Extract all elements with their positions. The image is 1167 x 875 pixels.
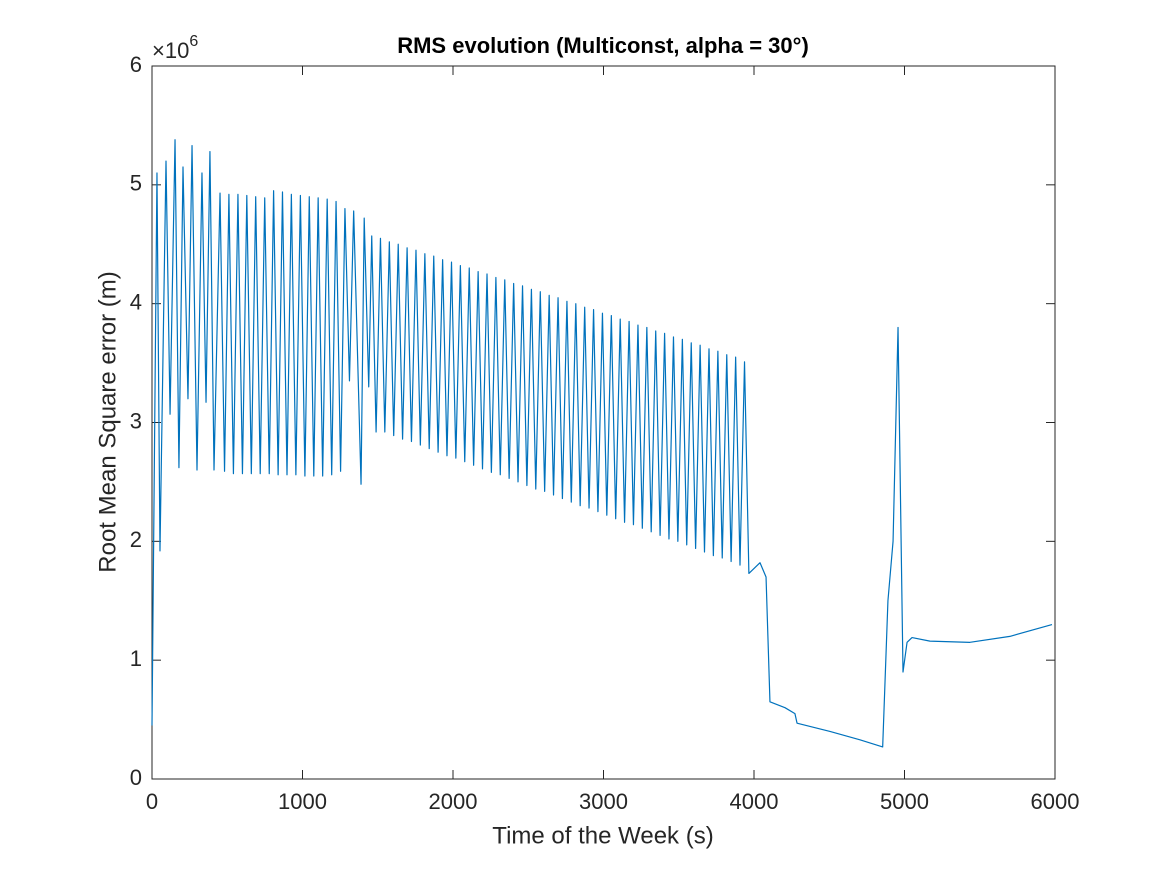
y-tick-label: 2 — [130, 527, 142, 552]
x-tick-label: 3000 — [579, 789, 628, 814]
y-multiplier: ×106 — [152, 33, 198, 63]
y-tick-label: 5 — [130, 171, 142, 196]
x-tick-label: 4000 — [730, 789, 779, 814]
y-tick-label: 4 — [130, 289, 142, 314]
y-tick-label: 0 — [130, 765, 142, 790]
x-tick-label: 5000 — [880, 789, 929, 814]
y-axis-label: Root Mean Square error (m) — [94, 271, 121, 572]
y-tick-label: 1 — [130, 646, 142, 671]
y-multiplier-exponent: 6 — [189, 33, 198, 50]
y-tick-label: 6 — [130, 52, 142, 77]
x-tick-label: 1000 — [278, 789, 327, 814]
x-tick-label: 2000 — [429, 789, 478, 814]
y-tick-label: 3 — [130, 408, 142, 433]
x-tick-label: 6000 — [1031, 789, 1080, 814]
chart-title: RMS evolution (Multiconst, alpha = 30°) — [397, 33, 809, 58]
data-line — [151, 139, 1053, 748]
y-multiplier-base: ×10 — [152, 38, 189, 63]
x-axis-label: Time of the Week (s) — [492, 822, 713, 849]
x-tick-label: 0 — [146, 789, 158, 814]
